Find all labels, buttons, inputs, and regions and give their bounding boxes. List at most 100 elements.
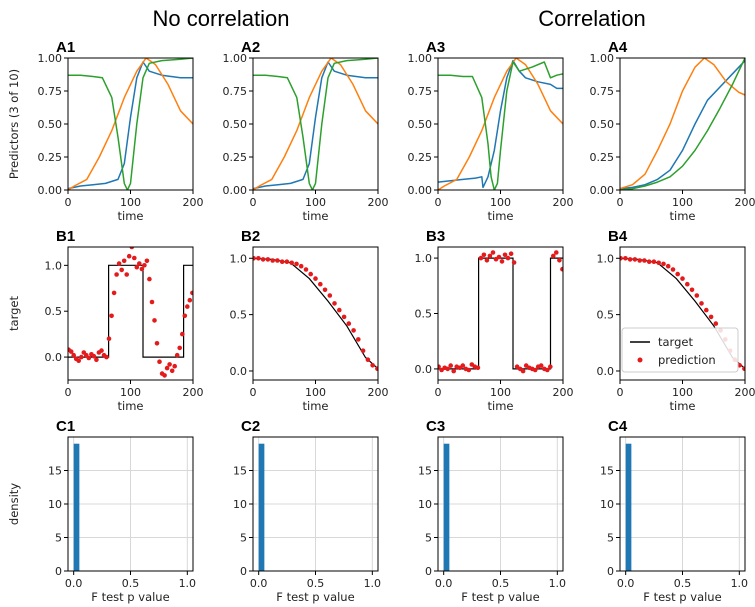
prediction-point <box>632 257 638 262</box>
prediction-point <box>508 251 514 256</box>
prediction-point <box>190 290 193 296</box>
y-tick-label: 15 <box>233 465 247 478</box>
prediction-point <box>137 261 142 266</box>
prediction-point <box>545 367 550 373</box>
prediction-point <box>177 345 182 351</box>
histogram-bar <box>73 443 80 571</box>
prediction-point <box>448 363 454 368</box>
prediction-point <box>560 266 563 272</box>
x-tick-label: 0 <box>65 386 72 399</box>
y-tick-label: 0.75 <box>38 85 63 98</box>
y-tick-label: 1.0 <box>230 252 248 265</box>
prediction-point <box>680 276 685 281</box>
prediction-point <box>490 250 496 255</box>
y-tick-label: 0 <box>240 565 247 578</box>
legend: target prediction <box>621 327 739 373</box>
prediction-point <box>520 368 526 374</box>
y-tick-label: 0.50 <box>223 118 248 131</box>
prediction-point <box>94 357 99 363</box>
y-tick-label: 0 <box>607 565 614 578</box>
x-tick-label: 0 <box>435 386 442 399</box>
prediction-point <box>538 363 544 368</box>
x-axis-label: time <box>488 209 514 223</box>
prediction-point <box>174 352 180 358</box>
panel-label: B4 <box>608 228 628 245</box>
y-tick-label: 0.25 <box>590 151 615 164</box>
prediction-point <box>451 368 457 374</box>
y-tick-label: 10 <box>600 498 614 511</box>
prediction-point <box>180 331 185 337</box>
y-tick-label: 0.25 <box>223 151 248 164</box>
panel-label: B3 <box>426 228 445 245</box>
prediction-point <box>360 348 366 354</box>
x-tick-label: 0.5 <box>492 577 510 590</box>
axes-frame <box>252 57 379 191</box>
prediction-point <box>124 272 129 277</box>
y-tick-label: 0.25 <box>408 151 433 164</box>
panel-a1: A1 0.00 0.25 0.50 0.75 1.00 0 100 200 time Predict… <box>7 39 204 223</box>
series-line <box>68 58 193 190</box>
panel-b1: B1 0.0 0.5 1.0 0 100 200 time target <box>7 228 204 413</box>
series-line <box>253 58 378 190</box>
x-axis-label: time <box>118 209 144 223</box>
y-tick-label: 5 <box>55 532 62 545</box>
prediction-point <box>445 366 451 372</box>
legend-box <box>621 327 739 373</box>
histogram-bar <box>258 443 265 571</box>
prediction-point <box>642 258 647 263</box>
plot-area <box>620 58 745 190</box>
panel-c1: C1 0 5 10 15 0.0 0.5 1.0 F test p value density <box>7 418 196 604</box>
prediction-point <box>68 349 74 354</box>
prediction-point <box>157 359 162 365</box>
plot-area <box>73 443 80 571</box>
prediction-point <box>646 259 652 265</box>
prediction-point <box>270 258 276 263</box>
prediction-point <box>182 313 188 319</box>
prediction-point <box>152 318 157 323</box>
prediction-point <box>651 259 657 265</box>
x-tick-label: 1.0 <box>731 577 749 590</box>
prediction-point <box>275 258 280 263</box>
y-tick-label: 0.0 <box>597 365 615 378</box>
prediction-point <box>114 272 119 277</box>
y-tick-label: 0.50 <box>590 118 615 131</box>
plot-area <box>68 247 193 378</box>
x-axis-label: F test p value <box>276 590 354 604</box>
series-line <box>438 61 563 190</box>
prediction-point <box>289 260 295 266</box>
axes-frame <box>252 436 379 572</box>
x-tick-label: 200 <box>183 386 204 399</box>
prediction-point <box>351 328 356 333</box>
prediction-point <box>132 255 137 261</box>
x-axis-label: time <box>118 399 144 413</box>
legend-prediction-label: prediction <box>658 353 716 367</box>
prediction-point <box>294 261 299 267</box>
y-tick-label: 0.00 <box>38 184 63 197</box>
y-tick-label: 15 <box>418 465 432 478</box>
axes-frame <box>67 246 194 381</box>
y-tick-label: 0.0 <box>45 351 63 364</box>
prediction-point <box>499 259 505 264</box>
panel-label: A4 <box>608 39 628 56</box>
plot-area <box>625 443 632 571</box>
x-tick-label: 0.0 <box>435 577 453 590</box>
prediction-point <box>111 290 117 296</box>
prediction-point <box>337 307 342 313</box>
panel-label: B2 <box>241 228 260 245</box>
x-axis-label: time <box>670 209 696 223</box>
prediction-point <box>487 253 493 259</box>
x-tick-label: 100 <box>490 386 511 399</box>
histogram-bar <box>625 443 632 571</box>
prediction-point <box>375 366 378 371</box>
x-tick-label: 100 <box>490 196 511 209</box>
prediction-point <box>532 367 538 373</box>
prediction-point <box>708 314 714 320</box>
y-tick-label: 1.00 <box>590 52 615 65</box>
axes-frame <box>619 246 746 381</box>
x-tick-label: 0.5 <box>307 577 325 590</box>
prediction-point <box>167 362 172 367</box>
prediction-point <box>557 258 562 263</box>
panel-c3: C3 0 5 10 15 0.0 0.5 1.0 F test p value <box>418 418 566 604</box>
prediction-point <box>689 287 695 293</box>
prediction-point <box>665 263 671 269</box>
